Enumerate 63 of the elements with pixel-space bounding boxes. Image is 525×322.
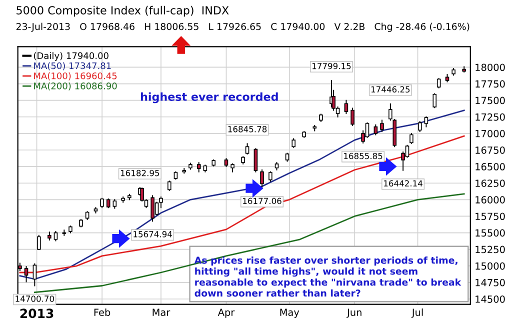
candlestick	[54, 230, 58, 242]
y-tick-label: 17250	[476, 113, 505, 121]
y-tick-label: 17500	[476, 96, 505, 104]
candlestick	[268, 171, 272, 182]
annotation: highest ever recorded	[140, 92, 278, 104]
y-tick-label: 15000	[476, 262, 505, 270]
candlestick	[168, 180, 172, 191]
line-series	[19, 110, 465, 280]
y-tick-label: 14750	[476, 278, 505, 286]
legend-label: MA(200) 16086.90	[34, 82, 117, 90]
candlestick	[424, 116, 428, 128]
x-tick-label: Jul	[411, 308, 423, 318]
y-tick-label: 16000	[476, 196, 505, 204]
candlestick	[436, 78, 441, 88]
x-tick-label: Feb	[94, 308, 110, 316]
chart-title: 5000 Composite Index (full-cap) INDX	[16, 6, 229, 17]
annotation: 15674.94	[134, 231, 172, 238]
annotation: 17446.25	[371, 86, 410, 93]
x-tick-label: 2013	[20, 308, 54, 318]
legend-label: (Daily) 17940.00	[34, 52, 108, 61]
y-tick-label: 15500	[476, 229, 505, 237]
candlestick	[365, 122, 370, 138]
y-tick-label: 14500	[476, 295, 505, 303]
candlestick	[380, 120, 384, 132]
x-tick-label: Jun	[346, 308, 362, 318]
x-tick-label: Apr	[218, 308, 235, 318]
legend-label: MA(100) 16960.45	[34, 72, 117, 80]
annotation: 16177.06	[243, 198, 282, 204]
candlestick	[374, 124, 378, 136]
candlestick	[410, 132, 414, 144]
candlestick	[150, 195, 154, 222]
legend-label: MA(50) 17347.81	[34, 62, 111, 70]
annotation: 17799.15	[312, 62, 351, 70]
candlestick	[350, 108, 354, 126]
candlestick	[100, 198, 104, 208]
candlestick	[62, 230, 66, 236]
candlestick	[24, 266, 28, 282]
candlestick	[254, 148, 258, 172]
y-tick-label: 16750	[476, 146, 505, 154]
y-tick-label: 16500	[476, 163, 505, 170]
candlestick	[196, 162, 201, 172]
candlestick	[432, 93, 437, 108]
chart-subtitle: 23-Jul-2013 O 17968.46 H 18006.55 L 17926.65 C 17940.00 V 2.2B Chg -28.46 (-0.16%)	[16, 22, 470, 32]
annotation: 16845.78	[228, 126, 267, 132]
candlestick	[418, 121, 422, 132]
candlestick	[154, 202, 159, 216]
y-tick-label: 17000	[476, 130, 505, 138]
candlestick	[344, 100, 348, 114]
candlestick	[260, 169, 264, 188]
y-tick-label: 15750	[476, 212, 505, 220]
candlestick	[405, 144, 410, 158]
candlestick	[37, 234, 41, 250]
y-tick-label: 18000	[476, 64, 505, 72]
x-tick-label: Mar	[152, 308, 170, 316]
annotation: 16855.85	[344, 152, 382, 160]
y-tick-label: 17750	[476, 80, 505, 88]
candlestick	[32, 263, 37, 286]
y-tick-label: 16250	[476, 180, 505, 187]
annotation: 16182.95	[120, 170, 160, 176]
x-tick-label: May	[280, 308, 300, 318]
annotation: 14700.70	[16, 296, 54, 302]
y-tick-label: 15250	[476, 246, 505, 254]
annotation: 16442.14	[384, 180, 422, 187]
